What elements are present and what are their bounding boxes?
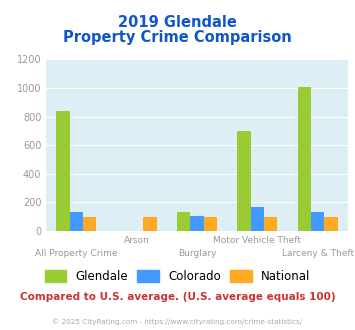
- Bar: [204, 217, 217, 231]
- Bar: [237, 131, 251, 231]
- Text: Motor Vehicle Theft: Motor Vehicle Theft: [213, 236, 301, 245]
- Bar: [70, 213, 83, 231]
- Text: 2019 Glendale: 2019 Glendale: [118, 15, 237, 30]
- Bar: [143, 217, 157, 231]
- Text: All Property Crime: All Property Crime: [35, 249, 118, 258]
- Bar: [177, 213, 190, 231]
- Bar: [251, 207, 264, 231]
- Bar: [324, 217, 338, 231]
- Text: Compared to U.S. average. (U.S. average equals 100): Compared to U.S. average. (U.S. average …: [20, 292, 335, 302]
- Bar: [56, 111, 70, 231]
- Legend: Glendale, Colorado, National: Glendale, Colorado, National: [40, 265, 315, 287]
- Bar: [264, 217, 277, 231]
- Text: © 2025 CityRating.com - https://www.cityrating.com/crime-statistics/: © 2025 CityRating.com - https://www.city…: [53, 318, 302, 325]
- Text: Burglary: Burglary: [178, 249, 216, 258]
- Text: Property Crime Comparison: Property Crime Comparison: [63, 30, 292, 45]
- Bar: [298, 86, 311, 231]
- Bar: [311, 213, 324, 231]
- Text: Arson: Arson: [124, 236, 149, 245]
- Bar: [83, 217, 96, 231]
- Bar: [190, 216, 204, 231]
- Text: Larceny & Theft: Larceny & Theft: [282, 249, 354, 258]
